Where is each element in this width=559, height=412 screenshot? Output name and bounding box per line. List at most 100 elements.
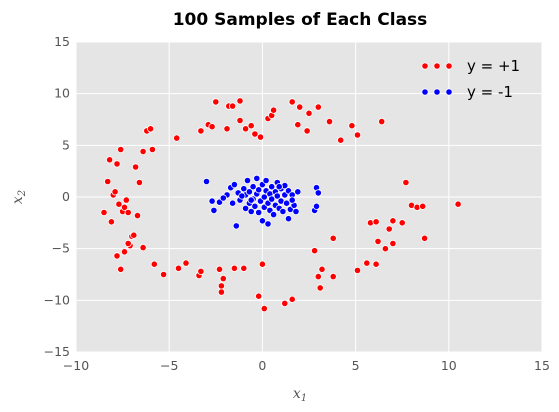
data-point-positive	[132, 163, 140, 171]
x-tick-label: 5	[352, 358, 360, 373]
data-point-negative	[229, 199, 237, 207]
data-point-negative	[288, 196, 296, 204]
data-point-positive	[117, 145, 125, 154]
x-tick-label: −10	[63, 358, 89, 373]
legend: y = +1 y = -1	[421, 57, 520, 101]
data-point-negative	[253, 174, 261, 182]
data-point-positive	[256, 133, 265, 141]
x-tick-label: 15	[534, 358, 550, 373]
data-point-positive	[120, 203, 129, 211]
data-point-positive	[281, 299, 289, 307]
data-point-positive	[296, 103, 304, 111]
data-point-negative	[247, 196, 255, 204]
y-tick-label: 0	[62, 189, 70, 204]
data-point-positive	[389, 217, 397, 225]
y-axis-label: x2	[10, 190, 28, 204]
data-point-positive	[217, 282, 225, 290]
data-point-positive	[230, 264, 238, 272]
data-point-negative	[255, 186, 263, 194]
chart-title: 100 Samples of Each Class	[173, 10, 428, 30]
data-point-negative	[262, 176, 270, 185]
data-point-negative	[282, 199, 291, 207]
data-point-positive	[113, 160, 121, 168]
data-point-positive	[294, 121, 302, 129]
y-tick-label: 5	[62, 137, 70, 152]
data-point-negative	[245, 188, 253, 196]
data-point-positive	[197, 267, 205, 275]
data-point-positive	[389, 239, 397, 248]
data-point-negative	[243, 176, 252, 185]
data-point-negative	[255, 208, 263, 217]
data-point-positive	[219, 274, 227, 283]
data-point-positive	[420, 234, 429, 242]
data-point-positive	[242, 125, 250, 133]
data-point-negative	[264, 220, 272, 228]
legend-marker-positive	[421, 62, 429, 70]
legend-marker-negative	[445, 88, 453, 96]
x-tick-label: −5	[160, 358, 178, 373]
data-point-positive	[251, 130, 259, 138]
legend-marker-positive	[445, 62, 453, 70]
data-point-positive	[120, 248, 129, 256]
data-point-positive	[174, 264, 183, 272]
data-point-positive	[378, 118, 386, 126]
data-point-positive	[316, 284, 324, 292]
data-point-positive	[240, 264, 248, 272]
data-point-negative	[251, 202, 259, 210]
data-point-negative	[242, 204, 250, 212]
data-point-positive	[288, 295, 296, 303]
data-point-positive	[150, 260, 158, 268]
data-point-positive	[372, 218, 380, 226]
x-axis-label: x1	[293, 386, 307, 404]
legend-marker-negative	[421, 88, 429, 96]
data-point-positive	[236, 116, 244, 125]
x-axis-label-sub: 1	[301, 393, 307, 404]
data-point-positive	[217, 288, 225, 296]
data-point-positive	[117, 265, 125, 273]
data-point-positive	[147, 125, 155, 133]
y-tick-label: 10	[54, 86, 70, 101]
data-point-positive	[348, 122, 356, 130]
data-point-positive	[419, 202, 427, 210]
data-point-positive	[329, 272, 337, 281]
data-point-negative	[249, 183, 257, 191]
data-point-positive	[314, 103, 322, 111]
data-point-negative	[284, 215, 293, 223]
data-point-positive	[122, 196, 130, 204]
data-point-positive	[212, 98, 220, 106]
data-point-positive	[160, 270, 168, 279]
data-point-positive	[215, 265, 224, 273]
data-point-positive	[111, 188, 119, 196]
data-point-positive	[398, 219, 406, 227]
data-point-negative	[208, 197, 216, 205]
data-point-negative	[238, 192, 246, 200]
data-point-negative	[314, 189, 322, 197]
legend-label-negative: y = -1	[467, 83, 513, 101]
data-point-positive	[133, 212, 142, 220]
legend-label-positive: y = +1	[467, 57, 520, 75]
x-tick-label: 10	[441, 358, 457, 373]
data-point-positive	[139, 244, 147, 252]
data-point-positive	[314, 272, 322, 281]
y-axis-label-sub: 2	[17, 190, 28, 197]
data-point-positive	[182, 259, 190, 267]
data-point-positive	[363, 259, 371, 267]
data-point-positive	[353, 131, 362, 139]
data-point-positive	[124, 239, 132, 248]
data-point-positive	[385, 225, 393, 233]
x-tick-label: 0	[258, 358, 266, 373]
data-point-positive	[197, 127, 205, 135]
data-point-positive	[135, 178, 143, 187]
data-point-positive	[258, 260, 266, 268]
data-point-positive	[381, 245, 389, 253]
data-point-positive	[124, 208, 132, 217]
data-point-positive	[104, 177, 112, 186]
data-point-negative	[312, 202, 321, 210]
data-point-negative	[294, 188, 302, 196]
data-point-negative	[292, 207, 300, 216]
data-point-positive	[325, 118, 334, 126]
data-point-negative	[219, 194, 227, 202]
data-point-positive	[288, 98, 296, 106]
data-point-negative	[258, 217, 266, 225]
y-axis-ticks: −15 −10 −5 0 5 10 15	[44, 34, 70, 359]
